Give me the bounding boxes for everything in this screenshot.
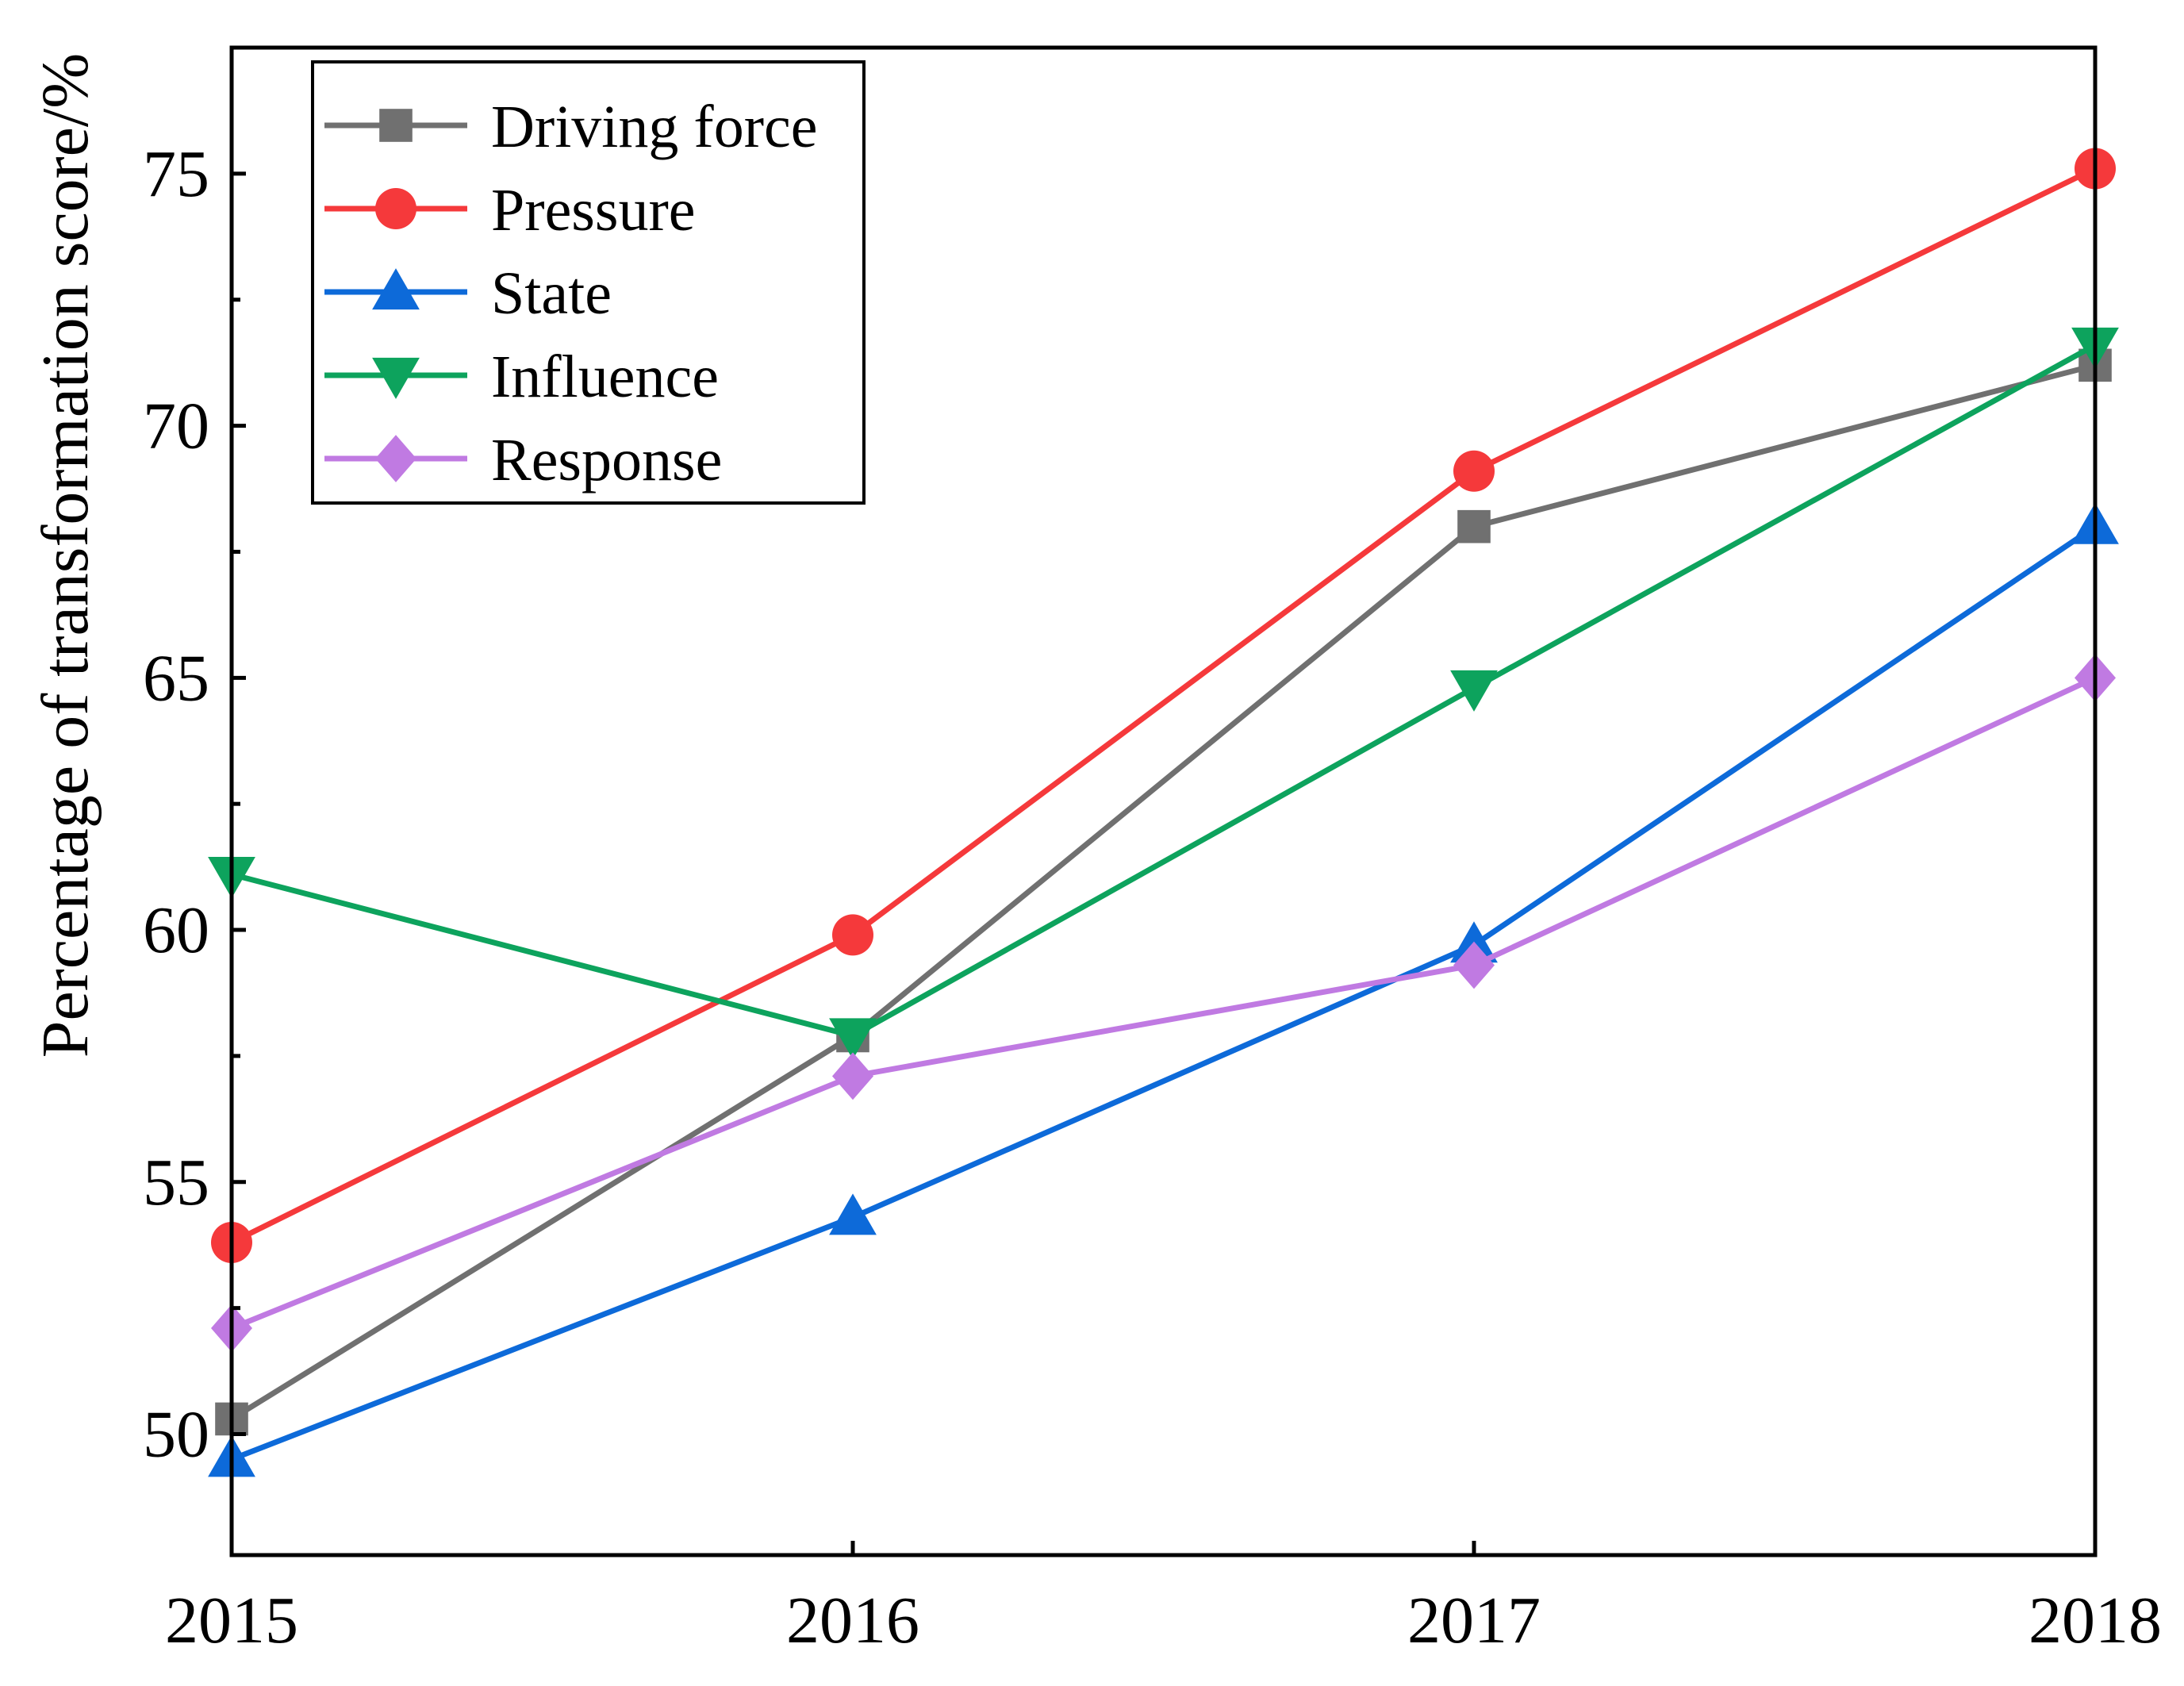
y-axis-title: Percentage of transformation score/% [29,53,102,1058]
data-point-driving-force [1457,509,1491,543]
data-point-influence [829,1018,877,1060]
series-pressure [211,148,2116,1264]
data-point-response [832,1052,873,1100]
series-line-influence [231,342,2097,1039]
legend-marker-driving-force [379,109,413,142]
legend-label-response: Response [491,427,722,494]
legend-marker-pressure [375,188,416,229]
series-line-response [230,675,2097,1331]
plot-frame [229,45,2098,1557]
data-point-response [1453,941,1495,989]
data-point-state [829,1193,877,1235]
legend-marker-state [372,268,420,310]
data-point-pressure [832,914,873,956]
data-point-influence [1450,670,1498,712]
x-tick-label: 2016 [786,1584,919,1657]
y-tick-label: 60 [143,893,209,967]
y-tick-label: 50 [143,1397,209,1471]
legend-marker-influence [372,357,420,399]
legend-label-state: State [491,260,612,327]
series-layer [208,148,2119,1477]
legend-label-pressure: Pressure [491,177,696,244]
legend-label-influence: Influence [491,344,719,410]
y-tick-label: 65 [143,641,209,715]
legend-label-driving-force: Driving force [491,94,818,160]
series-line-state [230,524,2097,1462]
series-line-pressure [230,166,2097,1246]
data-point-pressure [1453,450,1495,492]
legend-marker-response [375,435,416,482]
series-influence [208,327,2119,1060]
x-tick-label: 2015 [165,1584,298,1657]
series-line-driving-force [230,362,2096,1422]
y-tick-label: 70 [143,390,209,463]
x-tick-label: 2018 [2029,1584,2162,1657]
y-tick-label: 75 [143,137,209,211]
axis-layer: 50 55 60 65 70 75 2015 2016 2017 2018 [143,137,2162,1657]
legend: Driving force Pressure State Influence Respo… [311,60,866,505]
x-tick-label: 2017 [1407,1584,1541,1657]
y-tick-label: 55 [143,1146,209,1219]
